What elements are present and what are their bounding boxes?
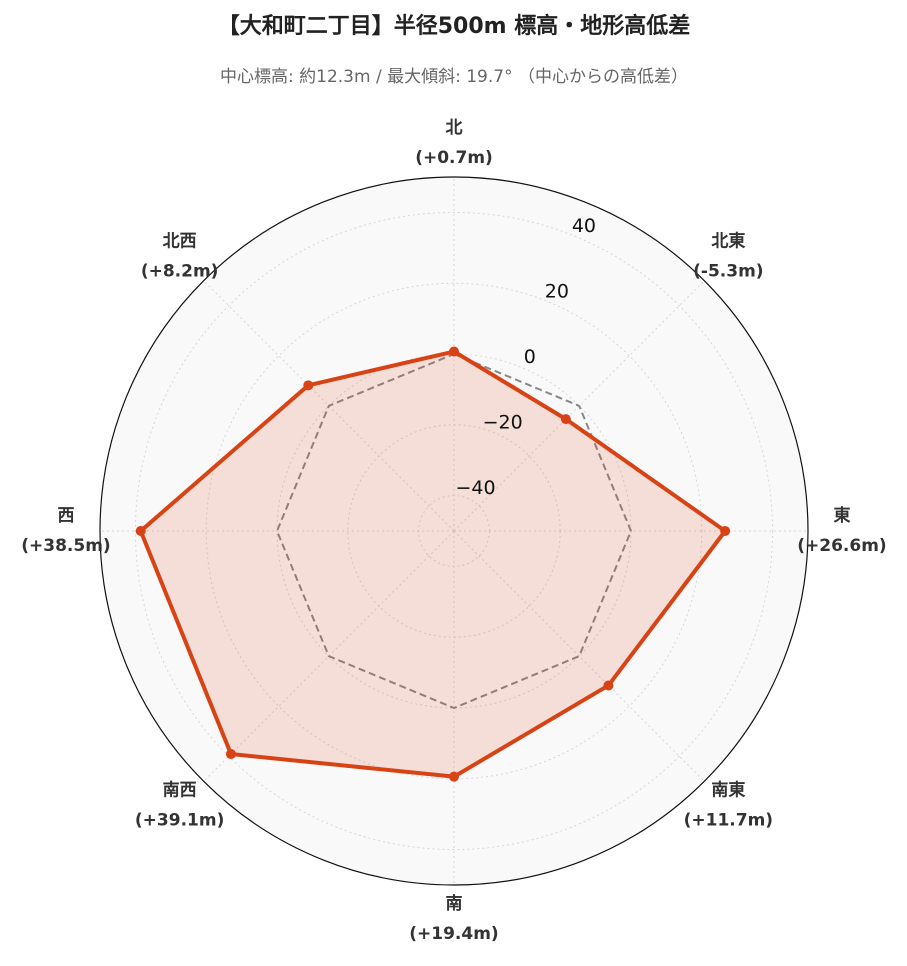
data-point — [449, 771, 459, 782]
value-label: (+38.5m) — [21, 536, 110, 556]
category-label: 南西 — [163, 779, 197, 800]
chart-title: 【大和町二丁目】半径500m 標高・地形高低差 — [218, 13, 691, 39]
series-area — [140, 351, 726, 777]
value-label: (+39.1m) — [135, 810, 224, 830]
category-label: 北西 — [163, 232, 197, 252]
data-point — [135, 526, 146, 536]
r-tick-label: 0 — [524, 346, 536, 368]
data-point — [603, 680, 614, 691]
grid-spoke — [453, 530, 705, 782]
category-label: 北東 — [711, 231, 745, 252]
r-tick-label: −40 — [455, 477, 495, 499]
grid-circle — [205, 282, 703, 780]
value-label: (+11.7m) — [684, 810, 773, 830]
plot-border — [99, 176, 809, 886]
category-label: 南 — [446, 893, 463, 914]
r-tick-label: 40 — [572, 215, 596, 237]
category-label: 西 — [58, 506, 75, 526]
category-label: 東 — [834, 505, 851, 526]
category-label: 北 — [446, 118, 463, 138]
value-label: (+26.6m) — [797, 536, 886, 556]
value-label: (+19.4m) — [409, 924, 498, 944]
r-tick-label: −20 — [483, 411, 523, 433]
category-label: 南東 — [711, 779, 745, 800]
data-point — [449, 346, 459, 357]
grid-circle — [134, 211, 774, 851]
data-point — [303, 380, 314, 391]
reference-line — [275, 352, 633, 710]
r-tick-label: 20 — [545, 281, 569, 303]
data-point — [225, 749, 236, 760]
chart-subtitle: 中心標高: 約12.3m / 最大傾斜: 19.7° （中心からの高低差） — [220, 67, 688, 87]
data-point — [560, 414, 571, 425]
value-label: (+8.2m) — [141, 262, 219, 282]
value-label: (-5.3m) — [693, 262, 763, 282]
data-point — [720, 526, 731, 536]
value-label: (+0.7m) — [415, 148, 493, 168]
